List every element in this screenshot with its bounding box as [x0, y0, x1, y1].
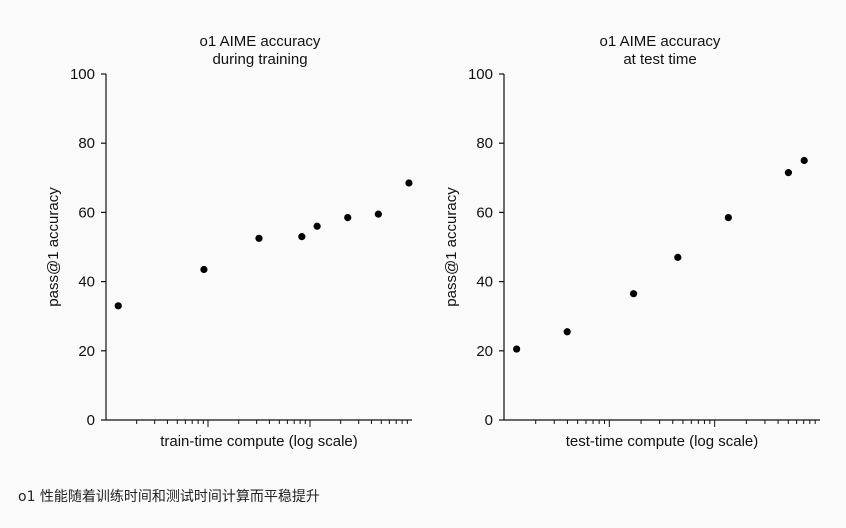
data-point	[513, 345, 521, 353]
caption: o1 性能随着训练时间和测试时间计算而平稳提升	[18, 489, 320, 505]
y-tick-label: 20	[476, 343, 493, 360]
data-point	[255, 234, 263, 242]
y-tick-label: 20	[78, 343, 95, 360]
y-tick-label: 40	[476, 274, 493, 291]
chart-title-line: o1 AIME accuracy	[600, 33, 721, 50]
chart-title: o1 AIME accuracy at test time	[600, 33, 721, 68]
data-point	[200, 265, 208, 274]
chart-title: o1 AIME accuracy during training	[200, 33, 321, 68]
data-point	[563, 328, 571, 336]
chart-title-line: during training	[212, 51, 307, 68]
chart-panel-1: o1 AIME accuracy during training 0 20 40 60 80…	[45, 33, 413, 450]
x-axis-label: test-time compute (log scale)	[566, 433, 759, 450]
data-point	[724, 213, 732, 222]
y-tick-label: 0	[485, 412, 493, 429]
y-tick-label: 0	[87, 412, 95, 429]
y-tick-label: 100	[468, 66, 493, 83]
data-point	[374, 210, 382, 218]
data-point	[313, 222, 321, 230]
data-point	[629, 290, 638, 298]
y-tick-label: 100	[70, 66, 95, 83]
chart-title-line: o1 AIME accuracy	[200, 33, 321, 50]
figure: o1 AIME accuracy during training020406080…	[45, 33, 820, 450]
data-point	[405, 179, 413, 187]
data-point	[800, 156, 808, 165]
y-axis-label: pass@1 accuracy	[443, 187, 460, 307]
data-point	[784, 169, 793, 177]
y-tick-label: 80	[78, 135, 95, 152]
chart-title-line: at test time	[623, 51, 696, 68]
y-tick-label: 60	[78, 204, 95, 221]
chart-panel-2: o1 AIME accuracy at test time 0 20 40 60 80 100…	[443, 33, 820, 450]
data-point	[674, 253, 682, 261]
y-axis-label: pass@1 accuracy	[45, 187, 62, 307]
data-point	[344, 213, 352, 222]
data-point	[114, 302, 122, 310]
y-tick-label: 80	[476, 135, 493, 152]
y-tick-label: 60	[476, 204, 493, 221]
x-axis-label: train-time compute (log scale)	[160, 433, 358, 450]
data-point	[298, 233, 306, 241]
y-tick-label: 40	[78, 274, 95, 291]
